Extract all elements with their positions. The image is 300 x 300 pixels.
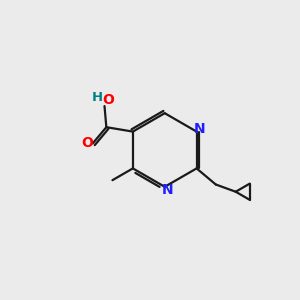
Text: N: N xyxy=(161,183,173,197)
Text: O: O xyxy=(102,93,114,106)
Text: O: O xyxy=(82,136,93,150)
Text: N: N xyxy=(194,122,206,136)
Text: H: H xyxy=(92,91,103,104)
